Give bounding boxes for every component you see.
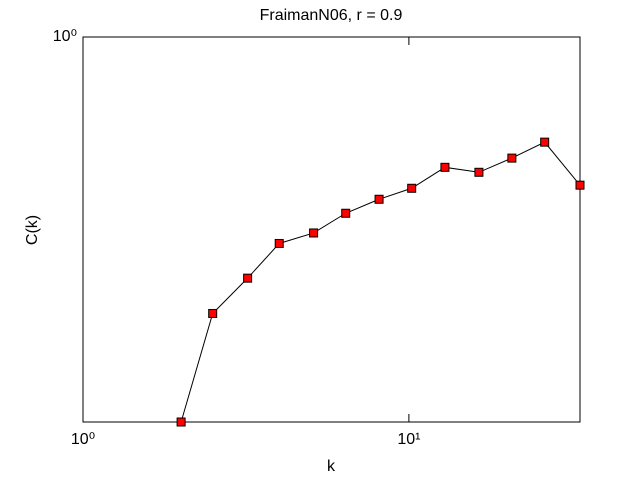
chart-title: FraimanN06, r = 0.9 [260, 7, 403, 24]
marker [374, 194, 384, 204]
x-tick-label: 10¹ [397, 431, 420, 448]
marker [575, 180, 585, 190]
y-axis-label: C(k) [24, 215, 41, 245]
marker [341, 208, 351, 218]
marker [474, 167, 484, 177]
x-tick-label: 10⁰ [71, 431, 95, 448]
marker [540, 137, 550, 147]
marker [309, 228, 319, 238]
marker [243, 273, 253, 283]
marker [208, 308, 218, 318]
x-axis-label: k [327, 458, 336, 475]
marker [507, 153, 517, 163]
marker [407, 183, 417, 193]
plot-area [82, 36, 581, 423]
marker [176, 417, 186, 427]
marker [440, 162, 450, 172]
marker [274, 238, 284, 248]
y-tick-label: 10⁰ [53, 28, 77, 45]
